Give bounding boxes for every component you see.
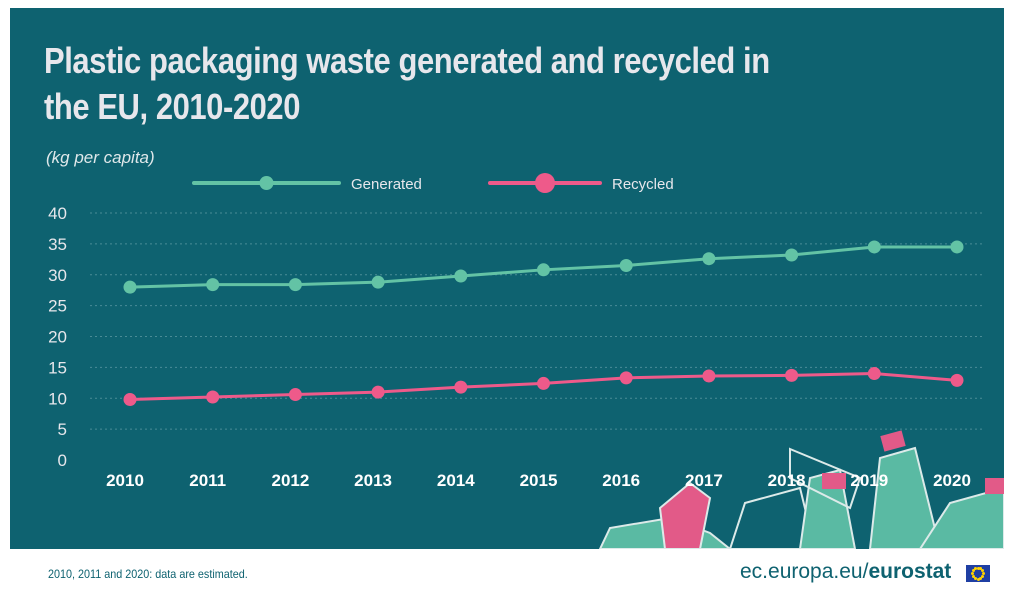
eu-flag-icon [966, 565, 990, 582]
data-point [206, 390, 220, 404]
x-tick-label: 2014 [437, 471, 475, 490]
bottle-cap-illustration [822, 473, 846, 489]
legend-label: Recycled [612, 176, 674, 193]
y-tick-label: 30 [48, 266, 67, 285]
legend-marker [259, 176, 274, 190]
data-point [785, 368, 799, 382]
chart-title: Plastic packaging waste generated and re… [44, 40, 770, 127]
data-point [288, 388, 302, 402]
eu-star [973, 576, 977, 580]
plastic-bottles-decoration [598, 430, 1004, 549]
bottle-illustration [658, 481, 712, 549]
bottle-cap-illustration [985, 478, 1004, 494]
cup-illustration [789, 447, 862, 510]
legend-label: Generated [351, 176, 422, 193]
y-tick-label: 25 [48, 297, 67, 316]
eu-star [971, 569, 975, 573]
eu-star [971, 572, 974, 575]
grid-lines [90, 212, 985, 430]
eu-star [971, 574, 975, 578]
data-point [371, 385, 385, 399]
source-link[interactable]: ec.europa.eu/eurostat [740, 560, 951, 584]
y-tick-label: 20 [48, 328, 67, 347]
data-point [867, 367, 881, 381]
data-point [454, 380, 468, 394]
data-point [619, 371, 633, 385]
chart-panel: 0 5 10 15 20 25 30 35 40 2010 2011 2012 2013 2014 201… [10, 8, 1004, 549]
eu-star [976, 577, 980, 581]
x-tick-label: 2011 [189, 471, 226, 490]
eu-star [979, 576, 983, 580]
x-tick-label: 2018 [768, 471, 806, 490]
bottle-illustration [918, 486, 1004, 549]
y-axis: 0 5 10 15 20 25 30 35 40 [48, 204, 67, 470]
y-tick-label: 0 [58, 451, 67, 470]
y-tick-label: 40 [48, 204, 67, 223]
x-tick-label: 2019 [850, 471, 888, 490]
legend-marker [535, 173, 555, 193]
x-tick-label: 2020 [933, 471, 971, 490]
footnote: 2010, 2011 and 2020: data are estimated. [48, 567, 248, 581]
data-point [950, 240, 964, 254]
bottle-illustration [728, 486, 817, 549]
data-point [867, 240, 881, 254]
x-tick-label: 2016 [602, 471, 640, 490]
x-tick-label: 2017 [685, 471, 723, 490]
data-point [454, 269, 468, 283]
source-domain: ec.europa.eu/ [740, 560, 869, 583]
y-tick-label: 35 [48, 235, 67, 254]
x-tick-label: 2010 [106, 471, 144, 490]
source-brand: eurostat [868, 560, 952, 583]
y-tick-label: 15 [48, 358, 67, 377]
x-tick-label: 2015 [520, 471, 558, 490]
data-point [702, 369, 716, 383]
eu-star [979, 567, 983, 571]
x-axis: 2010 2011 2012 2013 2014 2015 2016 2017 2018 2019… [106, 471, 971, 490]
data-point [123, 280, 137, 294]
y-tick-label: 5 [58, 420, 67, 439]
x-tick-label: 2013 [354, 471, 392, 490]
x-tick-label: 2012 [271, 471, 309, 490]
legend: Generated Recycled [192, 173, 674, 193]
data-point [288, 278, 302, 292]
eu-star [981, 574, 985, 578]
eu-star [976, 566, 980, 570]
eu-star [982, 572, 985, 575]
data-point [123, 392, 137, 406]
data-point [785, 248, 799, 262]
series-group [123, 240, 964, 406]
data-point [537, 263, 550, 277]
data-point [206, 278, 220, 292]
eu-star [973, 567, 977, 571]
eu-star [981, 569, 985, 573]
bottle-illustration [868, 446, 942, 549]
y-tick-label: 10 [48, 389, 67, 408]
unit-label: (kg per capita) [46, 148, 155, 167]
data-point [537, 376, 550, 390]
data-point [371, 275, 385, 289]
bottle-cap-illustration [880, 430, 906, 452]
data-point [950, 373, 964, 387]
data-point [702, 252, 716, 266]
data-point [619, 258, 633, 272]
